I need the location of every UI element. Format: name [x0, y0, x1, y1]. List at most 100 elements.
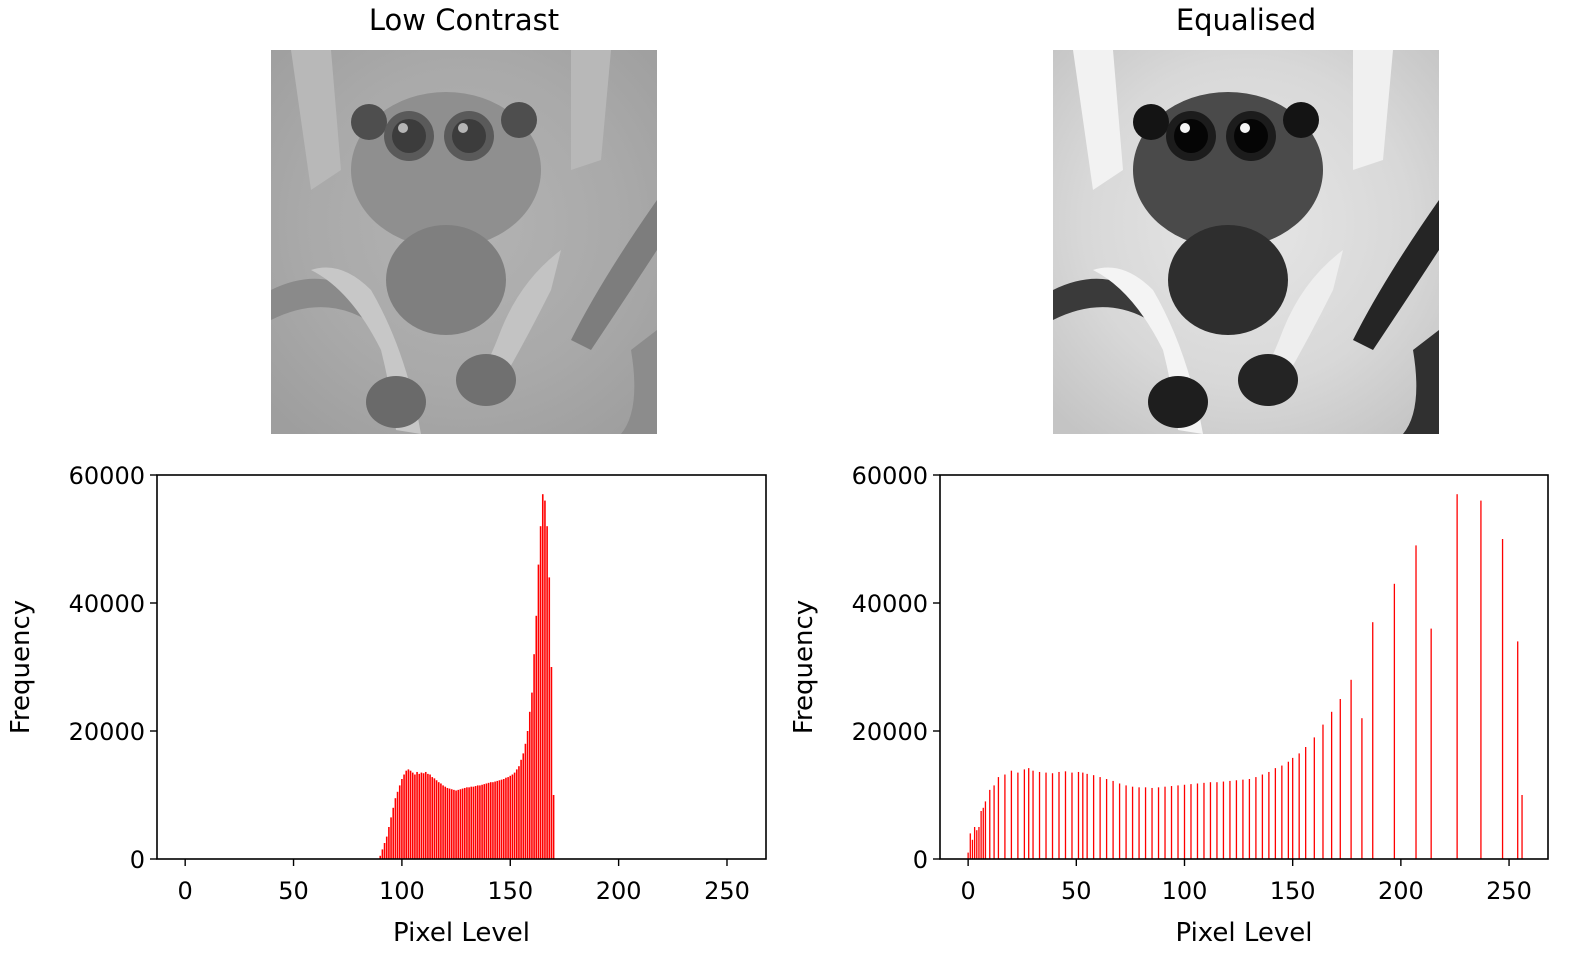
left-histogram-bar — [520, 759, 522, 859]
left-histogram-bar — [552, 795, 555, 859]
right-histogram-bar — [1164, 786, 1166, 859]
right-histogram-bar — [1023, 769, 1026, 859]
low-contrast-spider-photo — [271, 50, 657, 434]
right-histogram-bar — [1209, 782, 1212, 859]
left-histogram-bar — [411, 772, 414, 859]
right-histogram-bar — [1322, 724, 1324, 859]
right-histogram-bar — [1242, 779, 1244, 859]
left-histogram-bar — [394, 798, 397, 859]
right-x-tick-label: 250 — [1486, 877, 1532, 905]
left-histogram-bar — [498, 780, 501, 859]
right-histogram-bar — [1235, 780, 1238, 859]
left-histogram-bar — [531, 692, 533, 859]
right-histogram-bar — [1017, 772, 1019, 859]
left-x-axis-label: Pixel Level — [393, 918, 530, 948]
right-x-tick-label: 100 — [1162, 877, 1208, 905]
left-histogram-bar — [483, 784, 486, 859]
right-x-tick-label: 150 — [1270, 877, 1316, 905]
left-histogram-bar — [494, 781, 496, 859]
right-y-tick-label: 0 — [913, 846, 928, 874]
right-histogram-bar — [1118, 783, 1121, 859]
right-histogram-bar — [1051, 773, 1054, 859]
right-histogram-bar — [1229, 780, 1231, 859]
left-histogram-bar — [424, 771, 427, 859]
right-histogram-bar — [1521, 795, 1523, 859]
right-histogram-bar — [1038, 771, 1041, 859]
left-histogram-bar — [427, 773, 429, 859]
left-histogram-bar — [420, 772, 423, 859]
right-histogram-bar — [1372, 622, 1374, 859]
right-histogram-bar — [976, 830, 978, 859]
right-histogram-bar — [1305, 747, 1307, 859]
left-y-tick-label: 40000 — [69, 590, 145, 618]
right-histogram-bar — [1170, 786, 1173, 859]
right-histogram-bar — [1144, 787, 1147, 859]
right-histogram-bar — [1203, 782, 1205, 859]
left-x-tick-label: 50 — [278, 877, 309, 905]
left-histogram-bar — [416, 771, 418, 859]
right-histogram-bar — [1393, 583, 1396, 859]
left-y-tick-label: 60000 — [69, 462, 145, 490]
right-histogram-bar — [1268, 771, 1270, 859]
right-histogram-bar — [1313, 737, 1315, 859]
left-histogram-bar — [455, 790, 457, 859]
left-panel-title: Low Contrast — [368, 3, 560, 37]
right-histogram-bar — [997, 777, 1000, 859]
right-y-tick-label: 60000 — [852, 462, 928, 490]
left-x-tick-label: 150 — [487, 877, 533, 905]
right-y-tick-label: 20000 — [852, 718, 928, 746]
left-histogram-bar — [390, 817, 392, 859]
right-histogram-bar — [980, 811, 982, 859]
left-histogram-bar — [435, 780, 438, 859]
left-histogram-bar — [474, 786, 477, 859]
left-histogram-bar — [396, 791, 399, 859]
left-histogram-bar — [442, 785, 444, 859]
left-histogram-bar — [418, 773, 421, 859]
left-histogram-bar — [414, 774, 416, 859]
left-histogram-bar — [546, 526, 548, 859]
left-histogram-bar — [476, 785, 479, 859]
left-histogram-bar — [381, 849, 384, 859]
right-histogram-bar — [1004, 774, 1006, 859]
left-histogram-bar — [522, 753, 525, 859]
left-histogram-bar — [466, 787, 468, 859]
right-histogram-bar — [1350, 679, 1352, 859]
right-histogram-bar — [1086, 773, 1088, 859]
left-histogram-bar — [524, 743, 527, 859]
left-histogram-bar — [385, 836, 388, 859]
right-histogram-bar — [1517, 641, 1519, 859]
right-histogram-bar — [1071, 772, 1073, 859]
right-histogram-bar — [1298, 753, 1300, 859]
right-x-axis-label: Pixel Level — [1175, 918, 1312, 948]
right-histogram-bar — [1183, 784, 1186, 859]
right-histogram-bar — [1028, 768, 1030, 859]
left-histogram-bar — [444, 786, 447, 859]
left-histogram-bar — [500, 779, 503, 859]
right-y-tick-label: 40000 — [852, 590, 928, 618]
right-histogram-bar — [1255, 777, 1257, 859]
left-histogram-bar — [507, 777, 509, 859]
left-x-tick-label: 250 — [704, 877, 750, 905]
right-x-tick-label: 50 — [1061, 877, 1092, 905]
right-histogram-bar — [1157, 787, 1160, 859]
left-histogram-bar — [448, 788, 451, 859]
right-histogram-bar — [1092, 775, 1095, 859]
left-histogram-bar — [431, 777, 434, 859]
right-x-tick-label: 0 — [960, 877, 975, 905]
left-histogram-bar — [541, 494, 544, 859]
right-histogram-bar — [971, 839, 974, 859]
left-histogram-bar — [403, 774, 405, 859]
left-histogram-bar — [496, 780, 499, 859]
left-histogram-bar — [539, 526, 542, 859]
left-histogram-bar — [433, 778, 436, 859]
left-histogram-bar — [461, 788, 464, 859]
left-histogram-bar — [550, 667, 553, 859]
left-histogram-bar — [528, 711, 531, 859]
right-histogram-bar — [984, 801, 987, 859]
equalised-spider-photo — [1053, 50, 1439, 434]
right-histogram-bar — [969, 833, 971, 859]
right-histogram-bar — [1082, 772, 1084, 859]
left-histogram-bar — [548, 577, 551, 859]
left-histogram-bar — [537, 564, 540, 859]
right-histogram-bar — [1330, 711, 1333, 859]
